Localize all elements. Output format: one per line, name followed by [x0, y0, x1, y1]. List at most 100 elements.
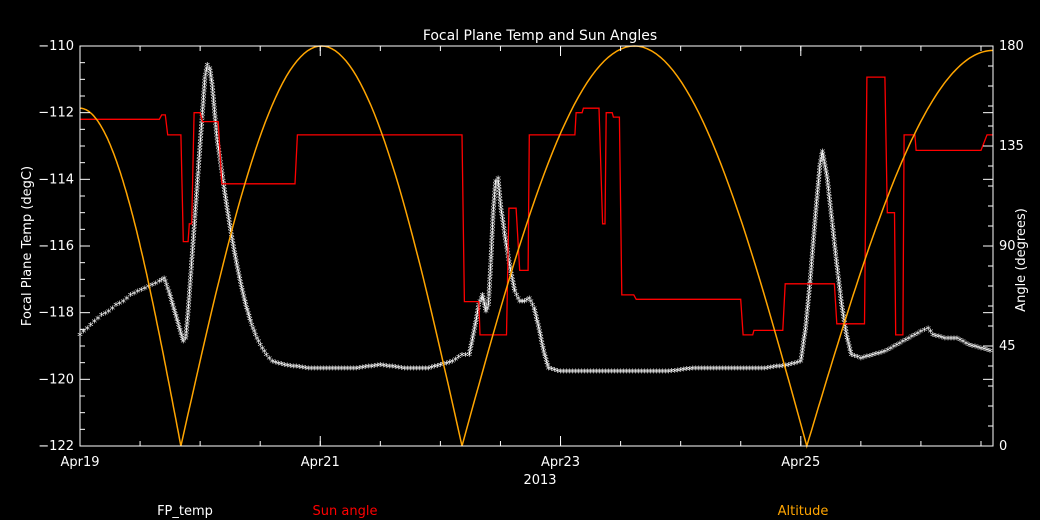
- fp-temp-point: *: [487, 285, 493, 298]
- fp-temp-point: *: [832, 238, 838, 251]
- fp-temp-point: *: [936, 332, 942, 345]
- fp-temp-point: *: [491, 195, 497, 208]
- fp-temp-point: *: [226, 212, 232, 225]
- fp-temp-point: *: [227, 218, 233, 231]
- fp-temp-point: *: [469, 338, 475, 351]
- fp-temp-point: *: [176, 320, 182, 333]
- fp-temp-point: *: [191, 225, 197, 238]
- fp-temp-point: *: [842, 321, 848, 334]
- fp-temp-point: *: [939, 333, 945, 346]
- fp-temp-point: *: [846, 341, 852, 354]
- fp-temp-point: *: [203, 67, 209, 80]
- fp-temp-point: *: [488, 254, 494, 267]
- fp-temp-point: *: [190, 249, 196, 262]
- fp-temp-point: *: [507, 263, 513, 276]
- fp-temp-point: *: [92, 317, 98, 330]
- fp-temp-point: *: [235, 265, 241, 278]
- fp-temp-point: *: [216, 149, 222, 162]
- fp-temp-point: *: [281, 360, 287, 373]
- fp-temp-point: *: [803, 323, 809, 336]
- fp-temp-point: *: [232, 248, 238, 261]
- fp-temp-point: *: [823, 167, 829, 180]
- fp-temp-point: *: [506, 257, 512, 270]
- fp-temp-point: *: [822, 159, 828, 172]
- fp-temp-point: *: [545, 361, 551, 374]
- fp-temp-point: *: [894, 340, 900, 353]
- fp-temp-point: *: [835, 269, 841, 282]
- fp-temp-point: *: [84, 323, 90, 336]
- fp-temp-point: *: [235, 263, 241, 276]
- fp-temp-point: *: [795, 358, 801, 371]
- fp-temp-point: *: [588, 367, 594, 380]
- fp-temp-point: *: [805, 303, 811, 316]
- fp-temp-point: *: [497, 188, 503, 201]
- fp-temp-point: *: [488, 251, 494, 264]
- fp-temp-point: *: [504, 242, 510, 255]
- fp-temp-point: *: [139, 285, 145, 298]
- fp-temp-point: *: [191, 222, 197, 235]
- fp-temp-point: *: [192, 216, 198, 229]
- fp-temp-point: *: [981, 344, 987, 357]
- fp-temp-point: *: [205, 60, 211, 73]
- x-tick-label: Apr21: [301, 455, 340, 470]
- fp-temp-point: *: [816, 178, 822, 191]
- fp-temp-point: *: [492, 192, 498, 205]
- fp-temp-point: *: [214, 127, 220, 140]
- fp-temp-point: *: [633, 367, 639, 380]
- fp-temp-point: *: [167, 289, 173, 302]
- fp-temp-point: *: [786, 360, 792, 373]
- fp-temp-point: *: [228, 224, 234, 237]
- fp-temp-point: *: [193, 198, 199, 211]
- y-left-tick-label: −116: [38, 239, 74, 254]
- fp-temp-point: *: [836, 279, 842, 292]
- fp-temp-point: *: [558, 367, 564, 380]
- fp-temp-point: *: [522, 297, 528, 310]
- fp-temp-point: *: [800, 345, 806, 358]
- fp-temp-point: *: [221, 179, 227, 192]
- fp-temp-point: *: [829, 211, 835, 224]
- fp-temp-point: *: [240, 289, 246, 302]
- fp-temp-point: *: [821, 156, 827, 169]
- fp-temp-point: *: [855, 352, 861, 365]
- fp-temp-point: *: [230, 236, 236, 249]
- fp-temp-point: *: [645, 367, 651, 380]
- fp-temp-point: *: [805, 300, 811, 313]
- fp-temp-point: *: [834, 260, 840, 273]
- fp-temp-point: *: [942, 333, 948, 346]
- fp-temp-point: *: [945, 333, 951, 346]
- fp-temp-point: *: [687, 364, 693, 377]
- fp-temp-point: *: [480, 293, 486, 306]
- fp-temp-point: *: [243, 300, 249, 313]
- fp-temp-point: *: [810, 246, 816, 259]
- x-tick-label: Apr19: [60, 455, 99, 470]
- fp-temp-point: *: [811, 228, 817, 241]
- fp-temp-point: *: [491, 207, 497, 220]
- legend-item: Sun angle: [313, 504, 378, 519]
- fp-temp-point: *: [798, 354, 804, 367]
- fp-temp-point: *: [837, 285, 843, 298]
- fp-temp-point: *: [759, 363, 765, 376]
- fp-temp-point: *: [202, 79, 208, 92]
- fp-temp-point: *: [827, 195, 833, 208]
- fp-temp-point: *: [594, 367, 600, 380]
- fp-temp-point: *: [815, 190, 821, 203]
- fp-temp-point: *: [256, 337, 262, 350]
- fp-temp-point: *: [222, 188, 228, 201]
- fp-temp-point: *: [117, 298, 123, 311]
- fp-temp-point: *: [213, 124, 219, 137]
- fp-temp-point: *: [259, 343, 265, 356]
- fp-temp-point: *: [820, 147, 826, 160]
- fp-temp-point: *: [200, 110, 206, 123]
- fp-temp-point: *: [975, 343, 981, 356]
- fp-temp-point: *: [195, 167, 201, 180]
- fp-temp-point: *: [226, 215, 232, 228]
- fp-temp-point: *: [232, 251, 238, 264]
- fp-temp-point: *: [925, 323, 931, 336]
- fp-temp-point: *: [490, 224, 496, 237]
- fp-temp-point: *: [284, 360, 290, 373]
- fp-temp-point: *: [922, 325, 928, 338]
- fp-temp-point: *: [185, 313, 191, 326]
- fp-temp-point: *: [161, 273, 167, 286]
- fp-temp-point: *: [648, 367, 654, 380]
- fp-temp-point: *: [213, 119, 219, 132]
